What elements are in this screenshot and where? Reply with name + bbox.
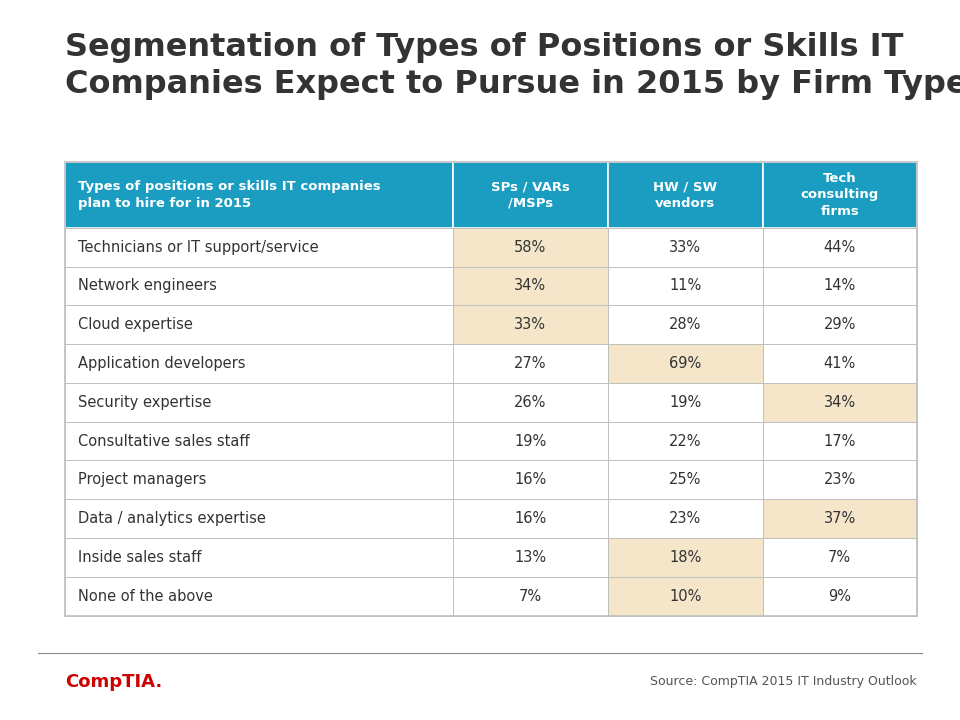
Text: 27%: 27%: [514, 356, 546, 371]
Text: None of the above: None of the above: [78, 589, 212, 603]
Text: Network engineers: Network engineers: [78, 279, 217, 294]
Text: 29%: 29%: [824, 318, 856, 332]
Text: 25%: 25%: [669, 472, 702, 487]
Text: 34%: 34%: [515, 279, 546, 294]
Text: 17%: 17%: [824, 433, 856, 449]
Text: 9%: 9%: [828, 589, 852, 603]
Text: Tech
consulting
firms: Tech consulting firms: [801, 172, 878, 218]
Text: 23%: 23%: [824, 472, 856, 487]
Text: 10%: 10%: [669, 589, 702, 603]
Text: 58%: 58%: [515, 240, 546, 255]
Text: 37%: 37%: [824, 511, 856, 526]
Text: 26%: 26%: [514, 395, 546, 410]
Text: 18%: 18%: [669, 550, 702, 565]
Text: Inside sales staff: Inside sales staff: [78, 550, 202, 565]
Text: 23%: 23%: [669, 511, 702, 526]
Text: CompTIA.: CompTIA.: [65, 672, 162, 691]
Text: 22%: 22%: [669, 433, 702, 449]
Text: Source: CompTIA 2015 IT Industry Outlook: Source: CompTIA 2015 IT Industry Outlook: [650, 675, 917, 688]
Text: 69%: 69%: [669, 356, 702, 371]
Text: 28%: 28%: [669, 318, 702, 332]
Text: Project managers: Project managers: [78, 472, 206, 487]
Text: 16%: 16%: [515, 511, 546, 526]
Text: Technicians or IT support/service: Technicians or IT support/service: [78, 240, 319, 255]
Text: 13%: 13%: [515, 550, 546, 565]
Text: 19%: 19%: [515, 433, 546, 449]
Text: Segmentation of Types of Positions or Skills IT
Companies Expect to Pursue in 20: Segmentation of Types of Positions or Sk…: [65, 32, 960, 100]
Text: Application developers: Application developers: [78, 356, 245, 371]
Text: Data / analytics expertise: Data / analytics expertise: [78, 511, 266, 526]
Text: Types of positions or skills IT companies
plan to hire for in 2015: Types of positions or skills IT companie…: [78, 180, 380, 210]
Text: 44%: 44%: [824, 240, 856, 255]
Text: 33%: 33%: [669, 240, 701, 255]
Text: HW / SW
vendors: HW / SW vendors: [653, 180, 717, 210]
Text: Cloud expertise: Cloud expertise: [78, 318, 193, 332]
Text: SPs / VARs
/MSPs: SPs / VARs /MSPs: [491, 180, 569, 210]
Text: 16%: 16%: [515, 472, 546, 487]
Text: 19%: 19%: [669, 395, 702, 410]
Text: 33%: 33%: [515, 318, 546, 332]
Text: 7%: 7%: [828, 550, 852, 565]
Text: 41%: 41%: [824, 356, 856, 371]
Text: Security expertise: Security expertise: [78, 395, 211, 410]
Text: 11%: 11%: [669, 279, 702, 294]
Text: 34%: 34%: [824, 395, 855, 410]
Text: Consultative sales staff: Consultative sales staff: [78, 433, 250, 449]
Text: 7%: 7%: [518, 589, 541, 603]
Text: 14%: 14%: [824, 279, 856, 294]
